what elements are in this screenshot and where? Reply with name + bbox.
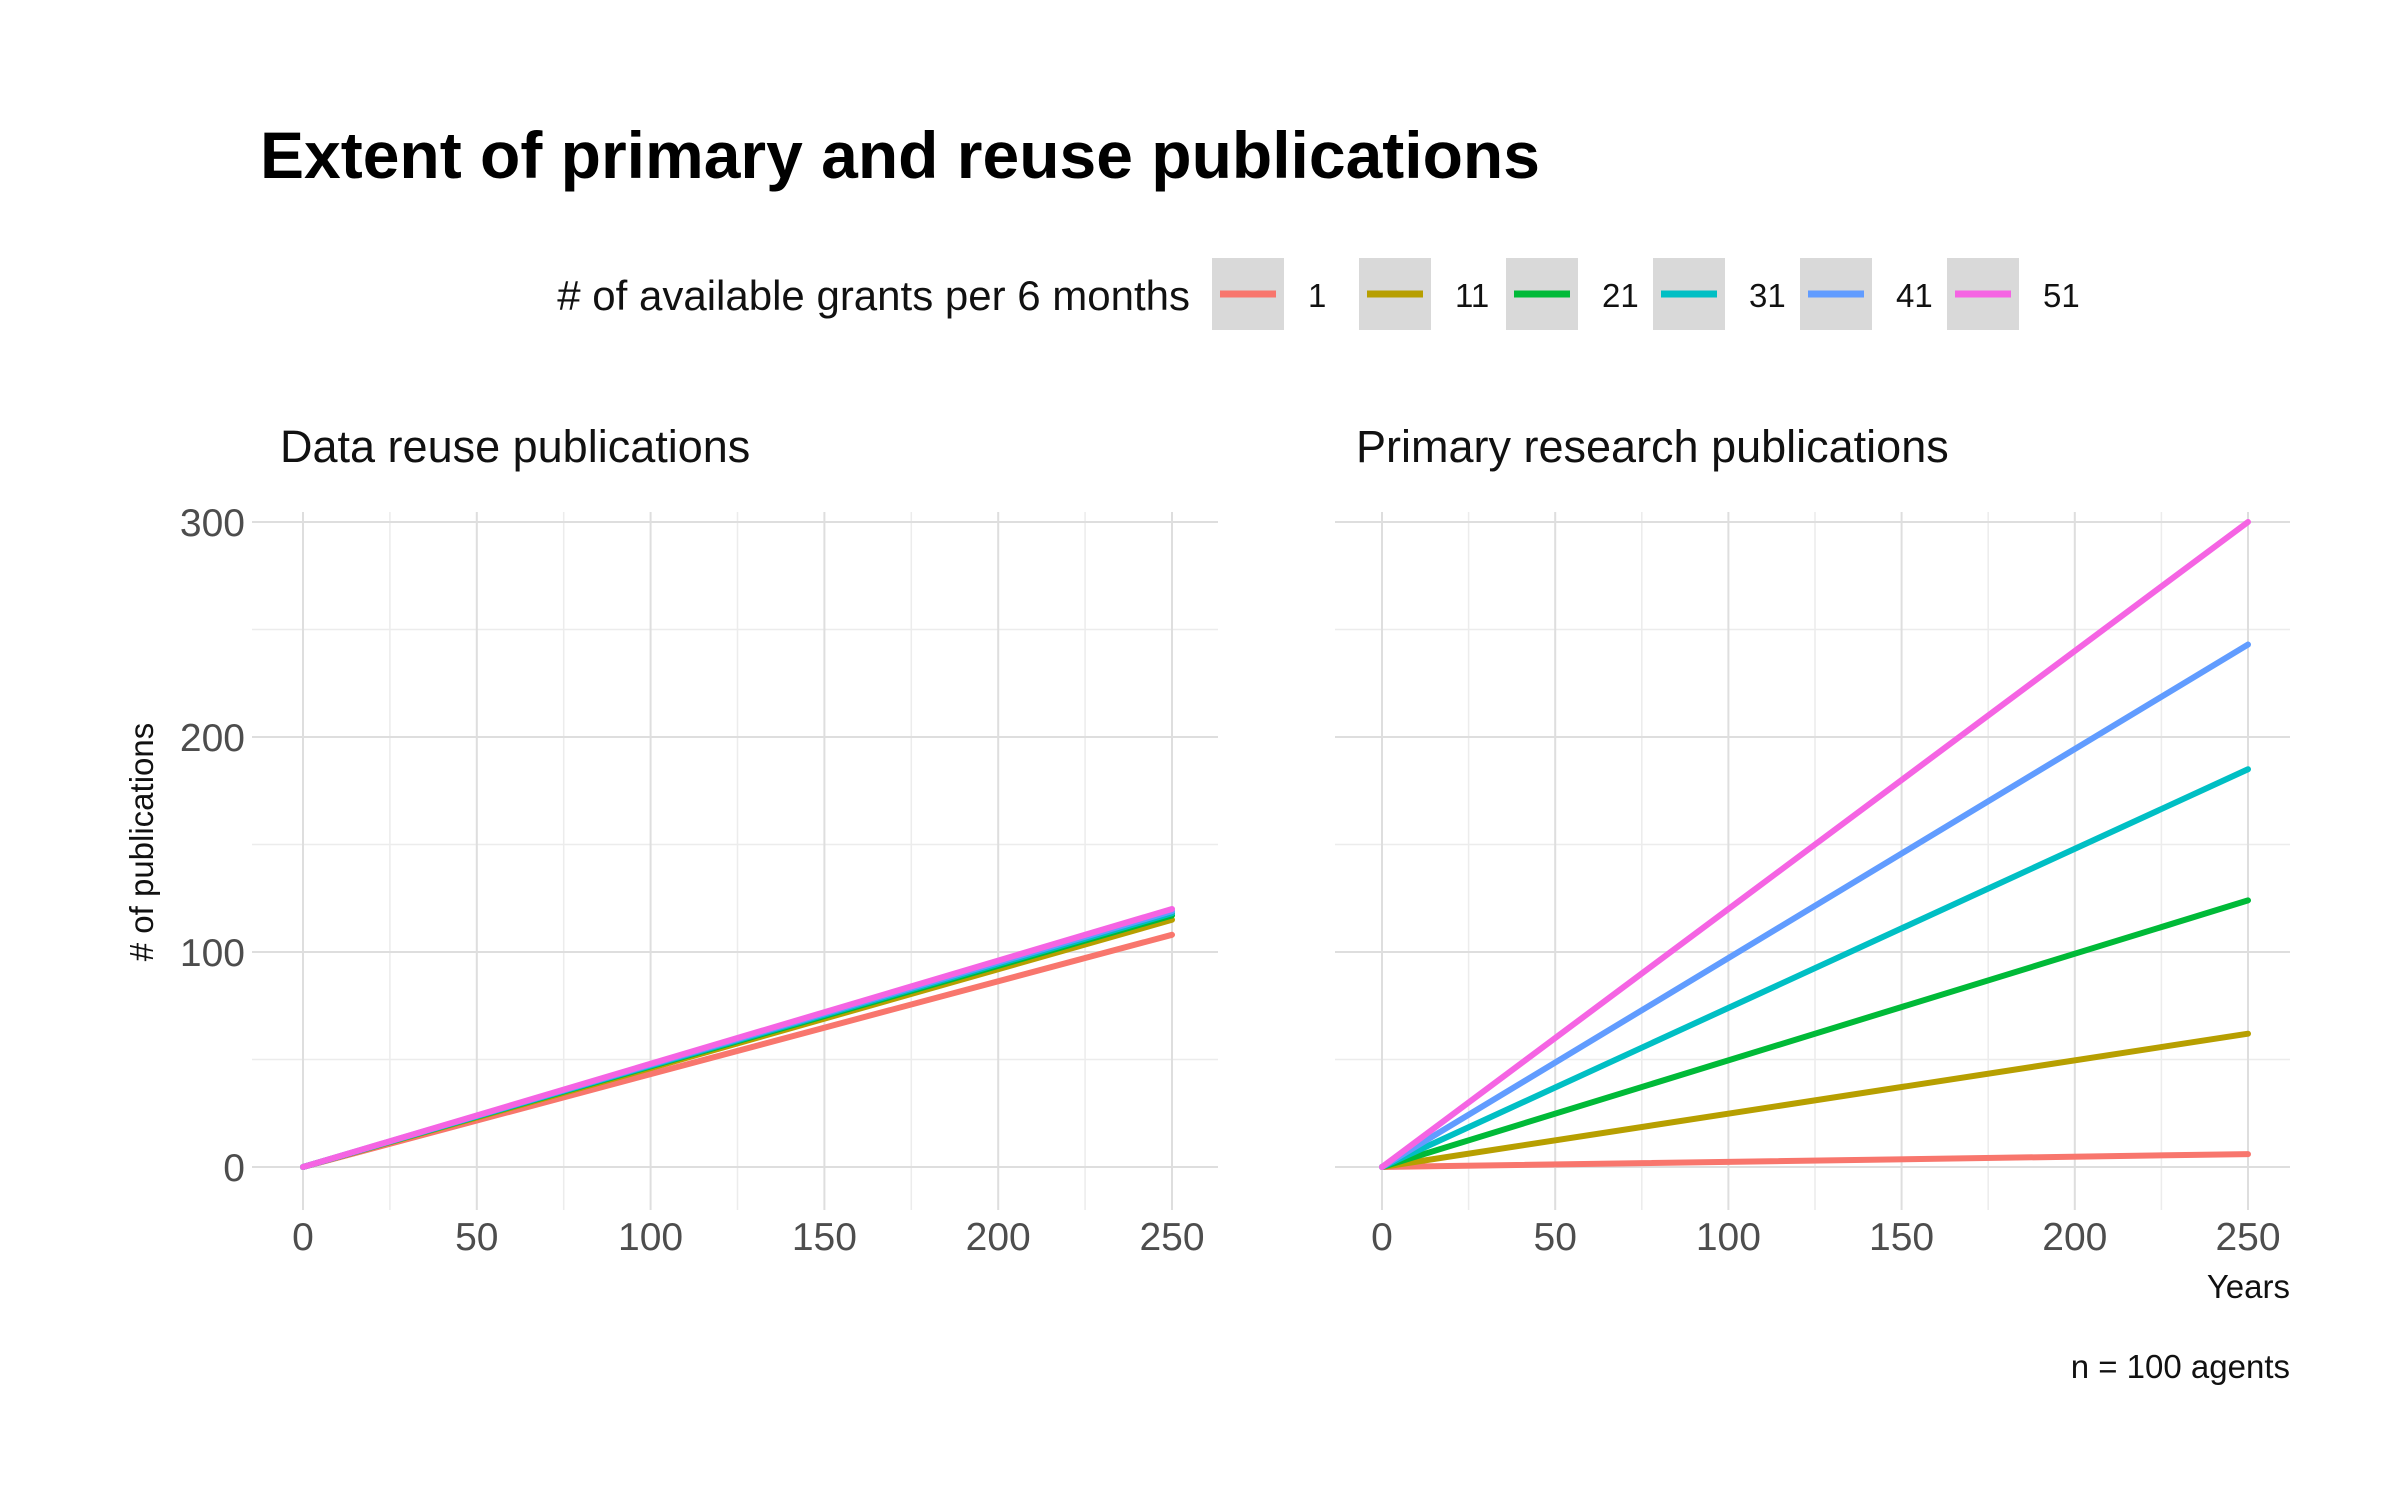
legend-label: 11 bbox=[1455, 277, 1489, 314]
series-line-41 bbox=[1379, 641, 2251, 1170]
chart-title: Extent of primary and reuse publications bbox=[260, 118, 1540, 192]
x-tick-label: 150 bbox=[1869, 1216, 1934, 1259]
legend-item-31: 31 bbox=[1653, 258, 1786, 330]
legend-label: 41 bbox=[1896, 277, 1933, 314]
x-tick-label: 250 bbox=[1139, 1216, 1204, 1259]
series-line-51 bbox=[1379, 519, 2251, 1170]
legend-title: # of available grants per 6 months bbox=[557, 272, 1190, 319]
series-line-21 bbox=[1379, 897, 2251, 1170]
legend-item-51: 51 bbox=[1947, 258, 2080, 330]
series-line-11 bbox=[1379, 1030, 2251, 1170]
legend-item-21: 21 bbox=[1506, 258, 1639, 330]
x-tick-label: 200 bbox=[2042, 1216, 2107, 1259]
panel-title: Primary research publications bbox=[1356, 421, 1949, 472]
x-tick-label: 100 bbox=[618, 1216, 683, 1259]
legend-label: 51 bbox=[2043, 277, 2080, 314]
y-tick-label: 300 bbox=[180, 502, 245, 545]
y-tick-label: 0 bbox=[223, 1147, 245, 1190]
legend-item-11: 11 bbox=[1359, 258, 1489, 330]
panel-title: Data reuse publications bbox=[280, 421, 750, 472]
y-axis-label: # of publications bbox=[123, 723, 160, 962]
y-tick-label: 200 bbox=[180, 717, 245, 760]
panel-data-reuse: Data reuse publications 0 50 100 150 200 250 0 1… bbox=[180, 421, 1218, 1259]
x-tick-label: 0 bbox=[1371, 1216, 1393, 1259]
x-tick-label: 0 bbox=[292, 1216, 314, 1259]
x-tick-label: 50 bbox=[455, 1216, 498, 1259]
legend-label: 31 bbox=[1749, 277, 1786, 314]
legend-label: 21 bbox=[1602, 277, 1639, 314]
panels: Data reuse publications 0 50 100 150 200 250 0 1… bbox=[180, 421, 2290, 1259]
legend-item-41: 41 bbox=[1800, 258, 1933, 330]
x-tick-label: 200 bbox=[966, 1216, 1031, 1259]
y-tick-label: 100 bbox=[180, 932, 245, 975]
x-axis-label: Years bbox=[2207, 1268, 2290, 1305]
series-line-1 bbox=[1379, 1151, 2251, 1170]
x-tick-label: 50 bbox=[1534, 1216, 1577, 1259]
x-tick-label: 100 bbox=[1696, 1216, 1761, 1259]
legend-label: 1 bbox=[1308, 277, 1326, 314]
series-line-31 bbox=[1379, 766, 2251, 1170]
caption: n = 100 agents bbox=[2071, 1348, 2290, 1385]
x-tick-label: 250 bbox=[2215, 1216, 2280, 1259]
legend: # of available grants per 6 months 1 11 21… bbox=[557, 258, 2080, 330]
panel-primary-research: Primary research publications 0 50 100 150 20… bbox=[1335, 421, 2290, 1259]
x-tick-label: 150 bbox=[792, 1216, 857, 1259]
series-line-51 bbox=[300, 906, 1175, 1170]
legend-item-1: 1 bbox=[1212, 258, 1326, 330]
